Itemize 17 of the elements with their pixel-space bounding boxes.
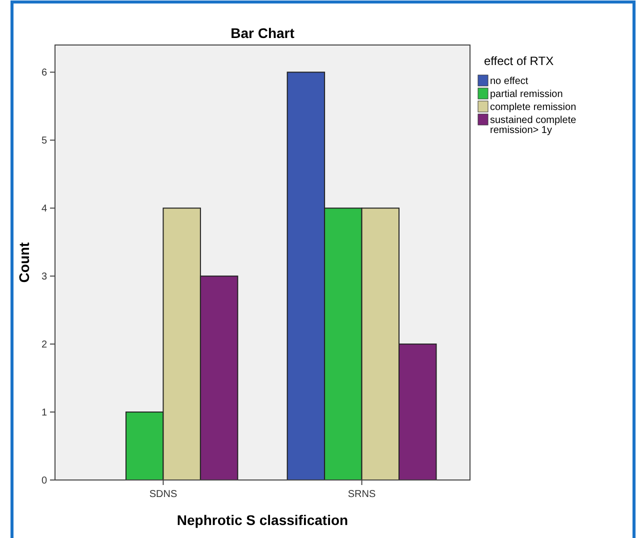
x-axis-title: Nephrotic S classification bbox=[176, 512, 348, 528]
legend-title: effect of RTX bbox=[484, 54, 554, 68]
legend-label: no effect bbox=[490, 76, 528, 87]
legend-label: complete remission bbox=[490, 102, 576, 113]
legend-label: partial remission bbox=[490, 89, 563, 100]
y-tick-label: 5 bbox=[41, 136, 48, 147]
x-tick-label: SDNS bbox=[149, 489, 178, 500]
y-tick-label: 3 bbox=[41, 272, 48, 283]
y-tick-label: 6 bbox=[41, 68, 48, 79]
y-tick-label: 2 bbox=[41, 340, 48, 351]
chart-title: Bar Chart bbox=[230, 25, 295, 41]
y-tick-label: 0 bbox=[41, 476, 48, 486]
y-axis-title: Count bbox=[16, 242, 32, 283]
x-tick-label: SRNS bbox=[348, 489, 376, 500]
y-tick-label: 4 bbox=[41, 204, 48, 215]
legend-label: sustained complete remission> 1y bbox=[490, 115, 577, 136]
y-tick-label: 1 bbox=[41, 408, 48, 419]
